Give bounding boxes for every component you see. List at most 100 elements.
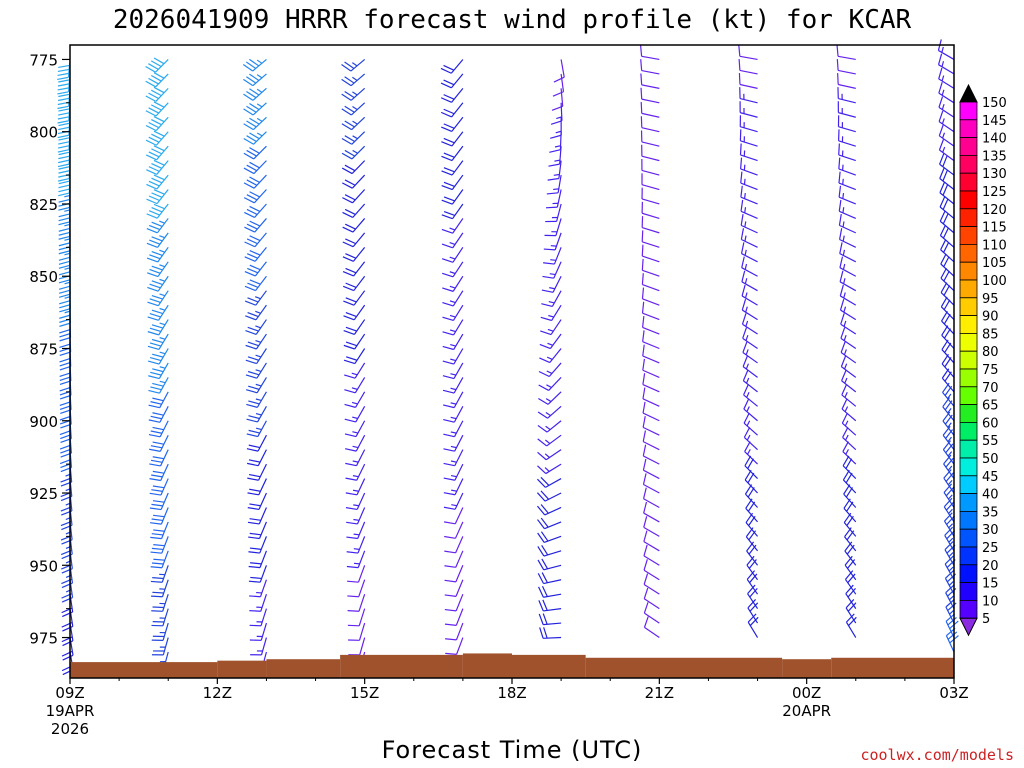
- barb-staff: [641, 70, 660, 75]
- wind-barb: [244, 218, 267, 233]
- barb-half-flag: [450, 431, 457, 434]
- barb-staff: [350, 73, 366, 87]
- barb-full-flag: [58, 155, 70, 160]
- barb-full-flag: [152, 577, 164, 580]
- barb-full-flag: [58, 235, 70, 240]
- barb-full-flag: [59, 304, 71, 309]
- barb-full-flag: [59, 333, 71, 338]
- barb-full-flag: [148, 375, 160, 380]
- barb-full-flag: [246, 90, 257, 99]
- barb-staff: [544, 506, 562, 516]
- barb-full-flag: [745, 498, 753, 509]
- barb-full-flag: [838, 171, 841, 184]
- barb-staff: [259, 536, 268, 554]
- barb-staff: [160, 492, 169, 510]
- barb-half-flag: [844, 420, 849, 427]
- barb-full-flag: [538, 600, 544, 612]
- barb-full-flag: [641, 230, 644, 242]
- barb-full-flag: [246, 135, 257, 143]
- barb-staff: [160, 478, 169, 496]
- barb-full-flag: [151, 221, 163, 227]
- barb-full-flag: [145, 95, 157, 102]
- wind-barb: [146, 159, 169, 175]
- barb-full-flag: [248, 415, 260, 420]
- barb-half-flag: [941, 103, 945, 110]
- barb-staff: [158, 304, 169, 321]
- barb-full-flag: [341, 152, 353, 160]
- wind-barb: [148, 391, 169, 409]
- wind-barb: [444, 521, 464, 539]
- barb-staff: [451, 189, 464, 205]
- barb-half-flag: [449, 227, 456, 231]
- barb-full-flag: [642, 330, 645, 342]
- barb-full-flag: [838, 228, 843, 240]
- wind-barb: [442, 348, 464, 365]
- barb-staff: [156, 189, 169, 204]
- barb-full-flag: [341, 182, 353, 189]
- wind-barb: [441, 218, 464, 234]
- wind-barb: [837, 87, 856, 104]
- wind-barb: [746, 570, 759, 595]
- barb-staff: [258, 478, 267, 496]
- barb-full-flag: [840, 341, 846, 353]
- wind-barb: [537, 558, 562, 571]
- barb-full-flag: [57, 72, 69, 77]
- wind-barb: [739, 143, 758, 162]
- barb-full-flag: [152, 456, 165, 460]
- wind-barb: [845, 613, 857, 638]
- credit-link[interactable]: coolwx.com/models: [860, 746, 1014, 764]
- barb-half-flag: [64, 238, 71, 241]
- barb-half-flag: [544, 453, 550, 458]
- colorbar-swatch: [959, 208, 978, 228]
- barb-full-flag: [740, 199, 744, 212]
- barb-full-flag: [539, 343, 551, 350]
- wind-barb: [148, 406, 169, 423]
- colorbar-label: 20: [982, 559, 999, 574]
- barb-full-flag: [444, 608, 457, 612]
- barb-full-flag: [442, 360, 454, 365]
- barb-full-flag: [58, 170, 70, 174]
- wind-barb: [537, 405, 562, 419]
- barb-full-flag: [741, 284, 746, 297]
- barb-full-flag: [740, 214, 744, 226]
- barb-full-flag: [246, 76, 257, 84]
- barb-full-flag: [58, 217, 70, 222]
- wind-barb: [836, 44, 856, 61]
- barb-half-flag: [548, 314, 554, 318]
- barb-staff: [353, 261, 366, 277]
- wind-barb: [844, 570, 857, 595]
- barb-staff: [642, 241, 660, 248]
- barb-full-flag: [836, 44, 839, 57]
- barb-staff: [454, 478, 464, 496]
- x-tick-label: 15Z: [350, 684, 379, 702]
- barb-full-flag: [942, 411, 951, 422]
- barb-half-flag: [555, 130, 562, 134]
- wind-barb: [641, 273, 660, 292]
- barb-staff: [556, 203, 562, 222]
- barb-full-flag: [245, 389, 258, 394]
- barb-full-flag: [344, 61, 355, 69]
- barb-half-flag: [256, 88, 263, 93]
- barb-full-flag: [146, 169, 157, 175]
- wind-barb: [550, 102, 563, 125]
- barb-full-flag: [249, 547, 262, 550]
- barb-full-flag: [848, 616, 857, 626]
- wind-barb: [939, 210, 955, 234]
- wind-barb: [149, 492, 169, 511]
- barb-staff: [939, 206, 955, 219]
- barb-staff: [938, 78, 955, 89]
- wind-barb: [441, 203, 464, 220]
- barb-staff: [940, 249, 955, 263]
- wind-barb: [640, 101, 660, 118]
- wind-barb: [441, 174, 464, 191]
- barb-full-flag: [150, 430, 163, 434]
- barb-half-flag: [351, 401, 358, 405]
- barb-staff: [943, 492, 955, 508]
- barb-full-flag: [537, 532, 545, 543]
- colorbar-top-arrow: [959, 83, 978, 103]
- barb-staff: [157, 246, 169, 263]
- barb-staff: [547, 391, 562, 405]
- barb-full-flag: [153, 72, 165, 79]
- barb-half-flag: [948, 581, 954, 586]
- wind-barb: [743, 427, 758, 451]
